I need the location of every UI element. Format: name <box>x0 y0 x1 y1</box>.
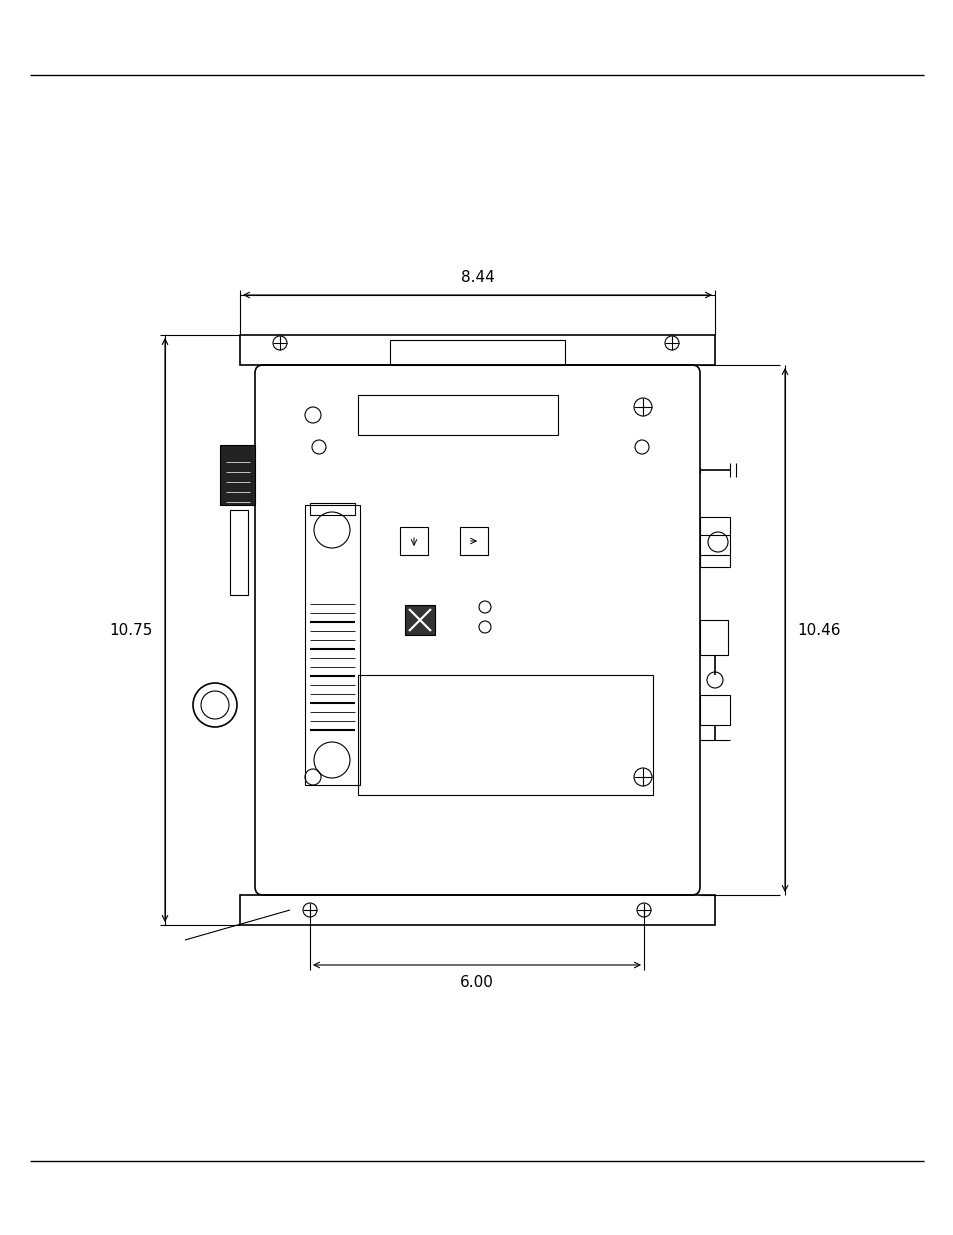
Text: 10.75: 10.75 <box>110 622 152 637</box>
Bar <box>240 895 714 925</box>
Bar <box>305 505 359 785</box>
Bar <box>310 503 355 515</box>
Bar <box>220 445 254 505</box>
Bar <box>459 527 488 555</box>
Bar <box>357 395 558 435</box>
Bar <box>700 695 729 725</box>
Bar <box>399 527 428 555</box>
Bar <box>230 510 248 595</box>
Bar <box>700 620 727 655</box>
Bar <box>405 605 435 635</box>
Text: 6.00: 6.00 <box>459 974 494 990</box>
Text: 8.44: 8.44 <box>460 270 494 285</box>
Bar <box>390 340 564 366</box>
Bar <box>357 676 652 795</box>
Bar <box>700 517 729 567</box>
Bar <box>240 335 714 366</box>
Text: 10.46: 10.46 <box>796 622 840 637</box>
FancyBboxPatch shape <box>254 366 700 895</box>
